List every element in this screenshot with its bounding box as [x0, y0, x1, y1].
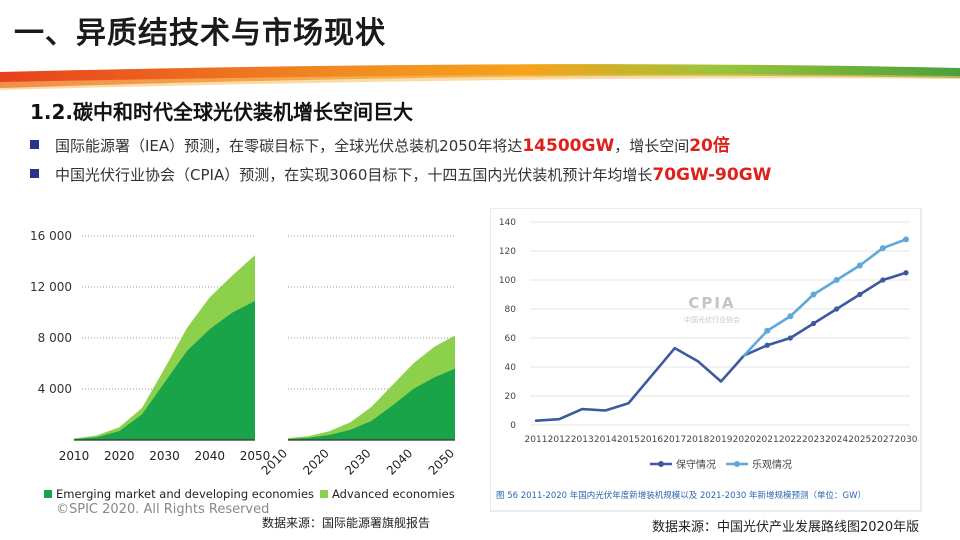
legend-marker-optimistic [734, 461, 740, 467]
x-tick-label: 2016 [640, 435, 663, 445]
highlight-value: 70GW-90GW [652, 165, 772, 185]
cpia-watermark-logo: CPIA [688, 294, 735, 312]
figure-caption: 图 56 2011-2020 年国内光伏年度新增装机规模以及 2021-2030… [496, 490, 866, 501]
cpia-watermark-text: 中国光伏行业协会 [684, 315, 740, 324]
series-line-optimistic [742, 238, 908, 357]
y-tick-label: 0 [510, 421, 516, 431]
legend-marker-conservative [658, 461, 664, 467]
x-tick-label: 2014 [594, 435, 617, 445]
x-tick-label: 2017 [663, 435, 686, 445]
bullet-square-icon [30, 140, 39, 149]
data-point-optimistic [833, 277, 840, 283]
bullet-iea: 国际能源署（IEA）预测，在零碳目标下，全球光伏总装机2050年将达14500G… [30, 131, 730, 156]
y-tick-label: 140 [499, 218, 516, 228]
x-tick-label: 2015 [617, 435, 640, 445]
legend-label-conservative: 保守情况 [676, 458, 716, 471]
y-tick-label: 100 [499, 276, 516, 286]
bullet-square-icon [30, 169, 39, 178]
bullet-text: 国际能源署（IEA）预测，在零碳目标下，全球光伏总装机2050年将达 [55, 137, 523, 155]
data-point-conservative [857, 291, 863, 298]
x-tick-label: 2050 [240, 449, 271, 463]
x-tick-label: 2020 [104, 449, 135, 463]
data-point-optimistic [764, 327, 771, 334]
y-tick-label: 80 [505, 305, 517, 315]
legend-label-emerging: Emerging market and developing economies [56, 487, 314, 501]
cpia-source-note: 数据来源：中国光伏产业发展路线图2020年版 [652, 520, 920, 535]
x-tick-label: 2030 [895, 435, 918, 445]
x-tick-label: 2027 [871, 435, 894, 445]
x-tick-label: 2019 [710, 435, 733, 445]
legend-label-optimistic: 乐观情况 [752, 458, 792, 471]
bullet-text: 中国光伏行业协会（CPIA）预测，在实现3060目标下，十四五国内光伏装机预计年… [55, 166, 653, 184]
page-title: 一、异质结技术与市场现状 [14, 16, 386, 51]
y-tick-label: 20 [505, 392, 517, 402]
x-tick-label: 2023 [802, 435, 825, 445]
x-tick-label: 2050 [426, 446, 457, 477]
bullet-cpia: 中国光伏行业协会（CPIA）预测，在实现3060目标下，十四五国内光伏装机预计年… [30, 164, 771, 185]
x-tick-label: 2021 [756, 435, 779, 445]
series-line-conservative [534, 271, 908, 422]
y-tick-label: 40 [505, 363, 517, 373]
x-tick-label: 2018 [686, 435, 709, 445]
legend-swatch-emerging [44, 490, 52, 498]
data-point-conservative [810, 320, 817, 327]
data-point-conservative [834, 306, 840, 312]
iea-stacked-area-chart: 4 000 8 000 12 000 16 000 2010 2020 2030 2040 20… [30, 229, 457, 501]
iea-source-note: 数据来源：国际能源署旗舰报告 [262, 516, 431, 530]
y-tick-label: 16 000 [30, 229, 72, 243]
data-point-conservative [903, 270, 909, 276]
x-tick-label: 2011 [525, 435, 548, 445]
copyright-notice: ©SPIC 2020. All Rights Reserved [56, 502, 270, 517]
x-tick-label: 2022 [779, 435, 802, 445]
data-point-optimistic [810, 291, 817, 298]
highlight-value: 20倍 [689, 136, 730, 156]
data-point-optimistic [903, 236, 909, 243]
area-emerging-economies [288, 368, 455, 440]
decorative-swoosh-band [0, 64, 960, 90]
data-point-conservative [880, 277, 886, 283]
y-tick-label: 120 [499, 247, 516, 257]
x-tick-label: 2025 [848, 435, 871, 445]
x-tick-label: 2030 [342, 446, 373, 477]
x-tick-label: 2040 [384, 446, 415, 477]
highlight-value: 14500GW [522, 136, 615, 156]
bullet-text: ，增长空间 [614, 137, 690, 155]
legend-swatch-advanced [320, 490, 328, 498]
area-emerging-economies [74, 301, 255, 440]
x-tick-label: 2010 [59, 449, 90, 463]
x-tick-label: 2024 [825, 435, 848, 445]
data-point-optimistic [879, 245, 886, 252]
y-tick-label: 12 000 [30, 280, 72, 294]
x-tick-label: 2040 [194, 449, 225, 463]
x-tick-label: 2020 [733, 435, 756, 445]
y-tick-label: 4 000 [38, 382, 72, 396]
data-point-optimistic [787, 313, 794, 320]
x-tick-label: 2020 [300, 446, 331, 477]
data-point-conservative [764, 342, 770, 348]
x-tick-label: 2013 [571, 435, 594, 445]
data-point-conservative [787, 335, 793, 341]
x-tick-label: 2012 [548, 435, 571, 445]
y-tick-label: 8 000 [38, 331, 72, 345]
y-tick-label: 60 [505, 334, 517, 344]
section-subtitle: 1.2.碳中和时代全球光伏装机增长空间巨大 [30, 100, 414, 124]
data-point-optimistic [856, 262, 863, 269]
legend-label-advanced: Advanced economies [332, 487, 455, 501]
x-tick-label: 2030 [149, 449, 180, 463]
chart-frame [490, 208, 922, 512]
